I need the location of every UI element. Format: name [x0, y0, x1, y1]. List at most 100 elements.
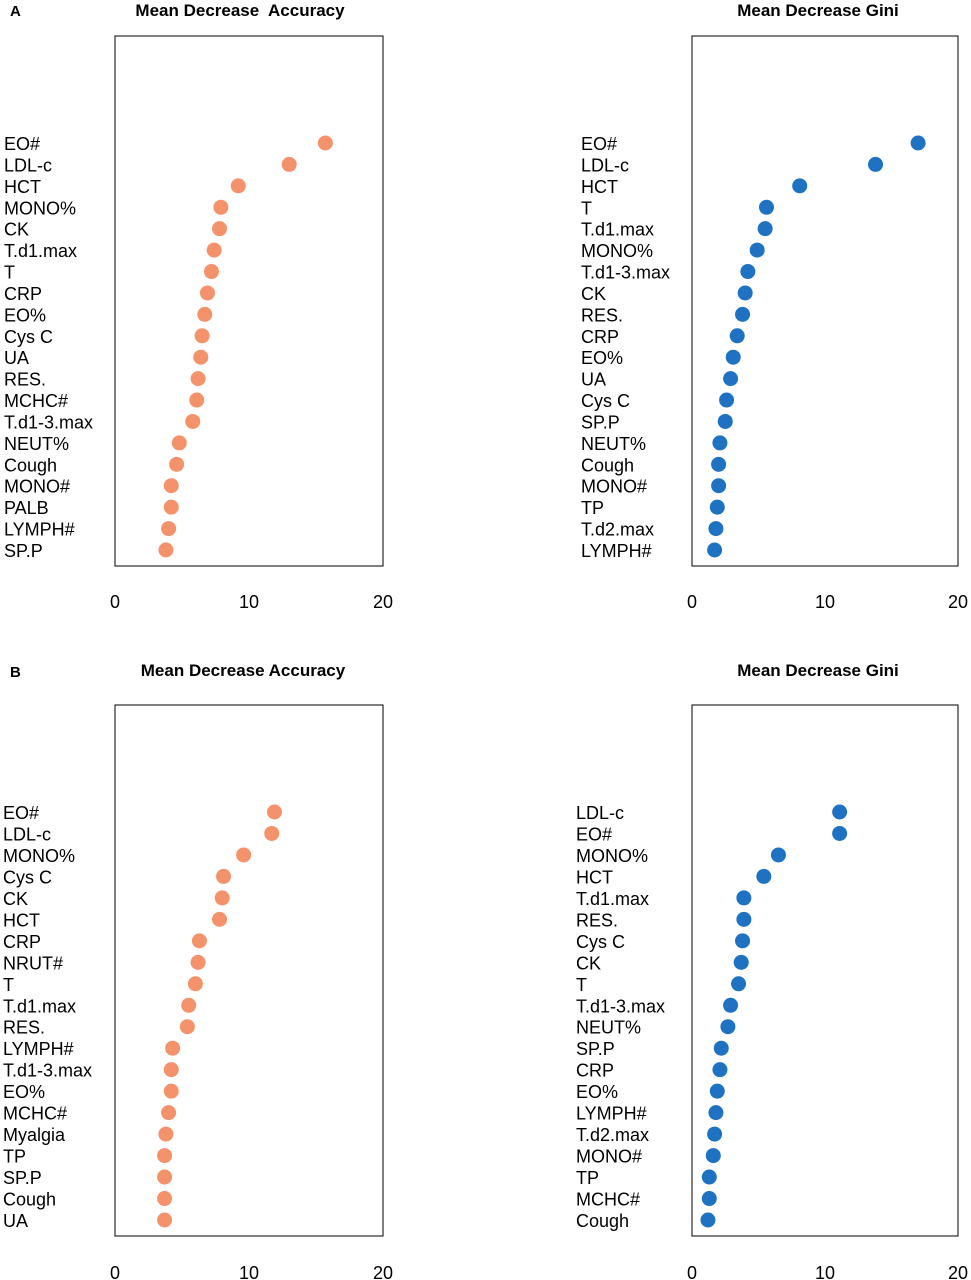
- category-label: T.d1-3.max: [4, 412, 93, 432]
- data-point: [179, 1019, 195, 1035]
- data-point: [719, 392, 735, 408]
- category-label: SP.P: [581, 412, 620, 432]
- category-label: RES.: [3, 1018, 45, 1038]
- plot-frame: [114, 704, 384, 1237]
- category-label: EO%: [4, 305, 46, 325]
- data-point: [206, 242, 222, 258]
- data-point: [757, 221, 773, 237]
- category-label: TP: [3, 1147, 26, 1167]
- chart-panel-1: A Mean Decrease AccuracyEO#LDL-cHCTMONO%C…: [4, 1, 393, 612]
- category-label: Cys C: [576, 932, 625, 952]
- data-point: [203, 264, 219, 280]
- data-point: [707, 542, 723, 558]
- category-label: T: [3, 975, 14, 995]
- data-point: [171, 435, 187, 451]
- category-label: T.d1.max: [3, 996, 76, 1016]
- category-label: T: [576, 975, 587, 995]
- data-point: [832, 825, 848, 841]
- category-label: Cys C: [3, 867, 52, 887]
- data-point: [157, 1169, 173, 1185]
- category-label: CK: [4, 220, 29, 240]
- data-point: [868, 156, 884, 172]
- category-label: Cough: [3, 1190, 56, 1210]
- x-tick-label: 20: [373, 1263, 393, 1280]
- data-point: [197, 306, 213, 322]
- data-point: [163, 1062, 179, 1078]
- data-point: [723, 371, 739, 387]
- category-label: EO%: [581, 348, 623, 368]
- chart-panel-2: Mean Decrease GiniEO#LDL-cHCTTT.d1.maxMO…: [581, 1, 968, 612]
- category-label: EO%: [3, 1082, 45, 1102]
- data-point: [157, 1212, 173, 1228]
- data-point: [185, 413, 201, 429]
- data-point: [792, 178, 808, 194]
- data-point: [758, 199, 774, 215]
- category-label: LYMPH#: [4, 520, 75, 540]
- category-label: T: [581, 198, 592, 218]
- data-point: [736, 890, 752, 906]
- data-point: [735, 933, 751, 949]
- data-point: [193, 349, 209, 365]
- category-label: RES.: [576, 910, 618, 930]
- data-point: [214, 890, 230, 906]
- data-point: [709, 1083, 725, 1099]
- data-point: [264, 825, 280, 841]
- category-label: MONO#: [576, 1147, 642, 1167]
- panel-letter: A: [10, 3, 21, 20]
- category-label: Cys C: [4, 327, 53, 347]
- category-label: TP: [581, 498, 604, 518]
- x-tick-label: 0: [110, 592, 120, 612]
- data-point: [266, 804, 282, 820]
- data-point: [729, 328, 745, 344]
- data-point: [199, 285, 215, 301]
- category-label: NEUT%: [4, 434, 69, 454]
- category-label: EO%: [576, 1082, 618, 1102]
- data-point: [701, 1191, 717, 1207]
- category-label: MONO%: [3, 846, 75, 866]
- category-label: HCT: [3, 910, 40, 930]
- data-point: [712, 435, 728, 451]
- data-point: [161, 1105, 177, 1121]
- category-label: LDL-c: [576, 803, 624, 823]
- category-label: T.d1.max: [4, 241, 77, 261]
- data-point: [711, 456, 727, 472]
- x-tick-label: 20: [948, 592, 968, 612]
- category-label: CRP: [576, 1061, 614, 1081]
- category-label: LYMPH#: [3, 1039, 74, 1059]
- x-tick-label: 10: [815, 1263, 835, 1280]
- data-point: [281, 156, 297, 172]
- x-tick-label: 20: [373, 592, 393, 612]
- category-label: CRP: [4, 284, 42, 304]
- data-point: [733, 954, 749, 970]
- data-point: [770, 847, 786, 863]
- chart-title: Mean Decrease Gini: [737, 1, 899, 20]
- category-label: HCT: [4, 177, 41, 197]
- data-point: [740, 264, 756, 280]
- category-label: PALB: [4, 498, 49, 518]
- category-label: T.d1.max: [576, 889, 649, 909]
- x-tick-label: 10: [239, 1263, 259, 1280]
- category-label: Cough: [581, 455, 634, 475]
- chart-title: Mean Decrease Gini: [737, 661, 899, 680]
- x-tick-label: 0: [687, 1263, 697, 1280]
- data-point: [723, 997, 739, 1013]
- category-label: T: [4, 263, 15, 283]
- x-tick-label: 10: [815, 592, 835, 612]
- panel-letter: B: [10, 664, 21, 681]
- data-point: [157, 1191, 173, 1207]
- category-label: HCT: [576, 867, 613, 887]
- category-label: NEUT%: [581, 434, 646, 454]
- data-point: [737, 285, 753, 301]
- data-point: [213, 199, 229, 215]
- category-label: UA: [581, 370, 606, 390]
- x-tick-label: 20: [948, 1263, 968, 1280]
- category-label: T.d1.max: [581, 220, 654, 240]
- data-point: [190, 954, 206, 970]
- category-label: NRUT#: [3, 953, 63, 973]
- data-point: [709, 499, 725, 515]
- category-label: MCHC#: [4, 391, 68, 411]
- data-point: [720, 1019, 736, 1035]
- category-label: RES.: [581, 305, 623, 325]
- x-tick-label: 0: [110, 1263, 120, 1280]
- category-label: LDL-c: [581, 155, 629, 175]
